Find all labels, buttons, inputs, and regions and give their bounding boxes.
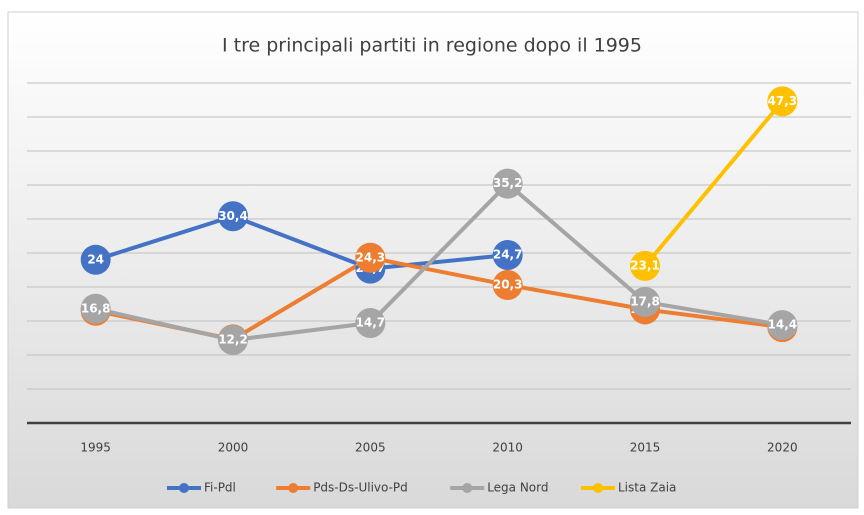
- legend-label: Lega Nord: [487, 481, 548, 495]
- data-label: 14,4: [768, 318, 798, 332]
- data-label: 30,4: [218, 209, 248, 223]
- data-point: [80, 244, 111, 275]
- data-label: 24,3: [356, 250, 386, 264]
- data-label: 24: [87, 252, 104, 266]
- data-point: [218, 325, 248, 356]
- x-tick-label: 2005: [355, 441, 386, 455]
- data-point: [767, 310, 798, 341]
- legend-label: Fi-Pdl: [204, 481, 236, 495]
- data-point: [492, 269, 523, 300]
- data-point: [355, 308, 386, 339]
- data-label: 20,3: [493, 277, 523, 291]
- data-point: [218, 201, 248, 232]
- data-point: [492, 168, 523, 199]
- data-point: [630, 286, 660, 317]
- legend-label: Lista Zaia: [618, 481, 676, 495]
- legend-marker: [593, 483, 603, 493]
- data-point: [767, 86, 798, 117]
- legend-marker: [462, 483, 473, 493]
- x-tick-label: 2020: [767, 441, 798, 455]
- data-point: [492, 240, 523, 271]
- data-label: 14,7: [356, 316, 386, 330]
- data-label: 16,8: [81, 301, 111, 315]
- data-label: 23,1: [630, 258, 660, 272]
- x-tick-label: 2010: [492, 441, 523, 455]
- data-label: 17,8: [630, 294, 660, 308]
- x-tick-label: 2000: [218, 441, 249, 455]
- legend-marker: [288, 483, 299, 493]
- legend-label: Pds-Ds-Ulivo-Pd: [313, 481, 408, 495]
- data-label: 12,2: [218, 333, 248, 347]
- legend-marker: [179, 483, 189, 493]
- series-line: [95, 214, 508, 271]
- chart-title: I tre principali partiti in regione dopo…: [222, 35, 642, 57]
- series-line: [95, 181, 783, 343]
- data-point: [355, 242, 386, 273]
- data-point: [630, 250, 660, 281]
- data-label: 47,3: [768, 94, 798, 108]
- x-tick-label: 2015: [630, 441, 661, 455]
- data-label: 24,7: [493, 248, 523, 262]
- series-line: [643, 100, 784, 268]
- x-tick-label: 1995: [80, 441, 111, 455]
- data-label: 35,2: [493, 176, 523, 190]
- data-point: [80, 293, 111, 324]
